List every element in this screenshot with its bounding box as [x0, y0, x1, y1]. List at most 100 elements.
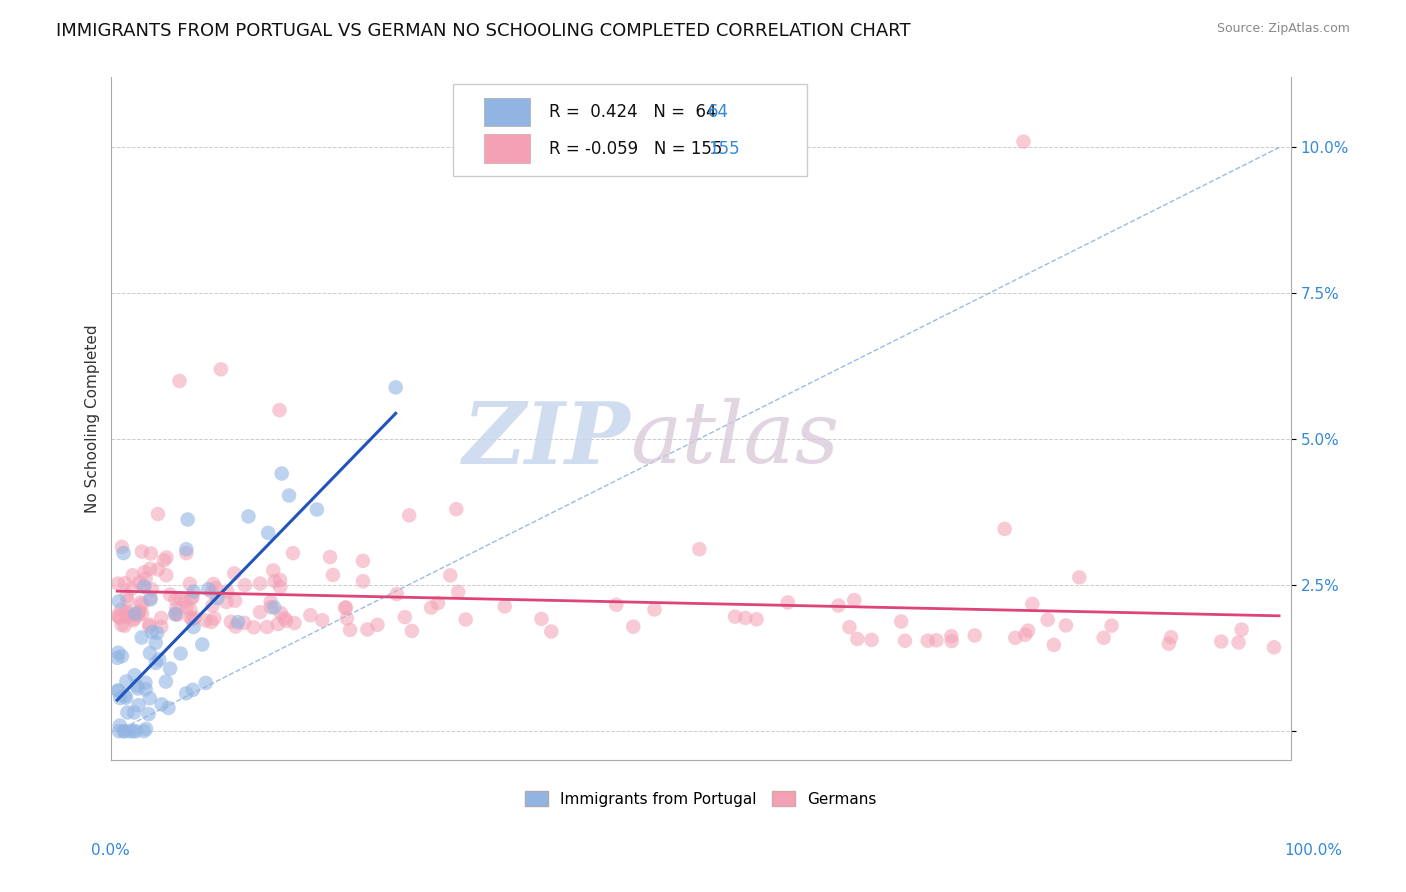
- Point: [394, 610, 416, 624]
- Point: [111, 618, 134, 632]
- Point: [141, 582, 163, 597]
- Point: [194, 676, 217, 690]
- Point: [122, 611, 145, 625]
- Point: [179, 602, 201, 616]
- Point: [129, 596, 152, 610]
- Point: [352, 574, 374, 589]
- Point: [135, 682, 157, 697]
- Point: [724, 609, 747, 624]
- Point: [688, 542, 710, 557]
- Point: [1092, 631, 1115, 645]
- Point: [121, 582, 143, 596]
- Point: [135, 572, 157, 586]
- Point: [994, 522, 1017, 536]
- FancyBboxPatch shape: [453, 84, 807, 177]
- Point: [224, 566, 246, 581]
- Point: [207, 591, 229, 605]
- Point: [146, 562, 169, 576]
- Point: [226, 615, 249, 629]
- Point: [963, 628, 986, 642]
- Point: [890, 615, 912, 629]
- Point: [108, 611, 131, 625]
- Point: [134, 566, 156, 580]
- Point: [494, 599, 516, 614]
- Point: [107, 646, 129, 660]
- Point: [776, 595, 799, 609]
- Point: [398, 508, 420, 523]
- Point: [256, 620, 278, 634]
- Point: [200, 615, 222, 629]
- Point: [1021, 597, 1043, 611]
- Y-axis label: No Schooling Completed: No Schooling Completed: [86, 325, 100, 513]
- Point: [204, 581, 226, 595]
- Point: [108, 718, 131, 732]
- Point: [217, 584, 239, 599]
- Point: [197, 582, 219, 597]
- Point: [447, 585, 470, 599]
- Point: [139, 691, 162, 706]
- Point: [233, 615, 256, 630]
- Text: R =  0.424   N =  64: R = 0.424 N = 64: [548, 103, 717, 121]
- Point: [238, 509, 260, 524]
- Point: [114, 618, 136, 632]
- Point: [242, 620, 264, 634]
- Point: [269, 580, 291, 594]
- Point: [1004, 631, 1026, 645]
- Point: [141, 624, 163, 639]
- Point: [150, 698, 173, 712]
- Point: [155, 550, 177, 565]
- Point: [139, 547, 162, 561]
- Point: [322, 568, 344, 582]
- Point: [263, 574, 285, 588]
- Point: [107, 609, 129, 624]
- Point: [366, 617, 388, 632]
- Point: [107, 683, 129, 698]
- Point: [138, 617, 160, 632]
- Point: [117, 594, 139, 608]
- Point: [540, 624, 562, 639]
- Point: [166, 607, 188, 622]
- Point: [201, 585, 224, 599]
- Point: [124, 668, 146, 682]
- Point: [155, 568, 177, 582]
- Point: [111, 649, 134, 664]
- Point: [117, 706, 139, 720]
- Legend: Immigrants from Portugal, Germans: Immigrants from Portugal, Germans: [517, 783, 884, 814]
- Point: [278, 488, 301, 502]
- Point: [260, 595, 283, 609]
- Point: [122, 706, 145, 720]
- Point: [131, 631, 153, 645]
- Point: [108, 724, 131, 739]
- Point: [1211, 634, 1233, 648]
- Point: [165, 607, 187, 622]
- Point: [165, 592, 187, 607]
- Point: [150, 620, 173, 634]
- Point: [384, 380, 406, 394]
- Point: [183, 620, 205, 634]
- Point: [176, 546, 198, 560]
- Point: [1069, 570, 1091, 584]
- Point: [155, 674, 177, 689]
- Text: R = -0.059   N = 155: R = -0.059 N = 155: [548, 140, 723, 158]
- Point: [202, 611, 225, 625]
- Point: [1160, 630, 1182, 644]
- Point: [233, 578, 256, 592]
- Point: [269, 573, 291, 587]
- Point: [114, 689, 136, 703]
- Point: [1263, 640, 1285, 655]
- Point: [159, 662, 181, 676]
- Point: [124, 607, 146, 621]
- Point: [145, 656, 167, 670]
- Point: [138, 619, 160, 633]
- Point: [249, 605, 271, 619]
- Point: [180, 612, 202, 626]
- Point: [132, 580, 155, 594]
- Point: [1227, 635, 1250, 649]
- Point: [157, 701, 180, 715]
- Point: [169, 592, 191, 607]
- Point: [838, 620, 860, 634]
- Point: [339, 623, 361, 637]
- Point: [107, 684, 129, 698]
- Point: [122, 724, 145, 739]
- Point: [110, 603, 132, 617]
